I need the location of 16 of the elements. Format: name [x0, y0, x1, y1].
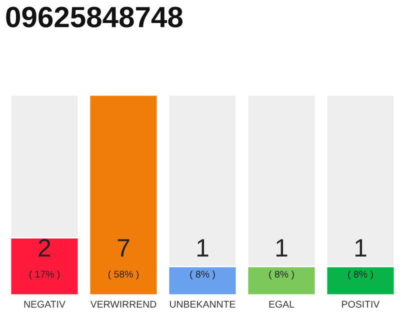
annotation: ( 17% )	[29, 270, 60, 280]
data-label: 1	[197, 239, 208, 256]
chart-title: 09625848748	[6, 6, 183, 28]
x-tick-label: POSITIV	[342, 300, 380, 308]
x-tick-label: EGAL	[269, 300, 294, 308]
x-tick-label: VERWIRREND	[90, 300, 156, 308]
annotation: ( 8% )	[190, 270, 215, 280]
data-label: 2	[38, 239, 50, 256]
annotation: ( 58% )	[108, 270, 139, 280]
x-tick-label: UNBEKANNTE	[170, 300, 236, 308]
annotation: ( 8% )	[348, 270, 373, 280]
annotation: ( 8% )	[269, 270, 294, 280]
data-label: 7	[118, 239, 130, 256]
data-label: 1	[276, 239, 288, 256]
data-label: 1	[355, 239, 366, 256]
x-tick-label: NEGATIV	[24, 300, 66, 308]
